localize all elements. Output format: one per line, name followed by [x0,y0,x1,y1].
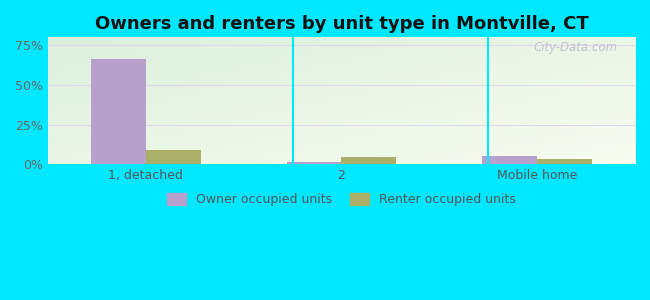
Legend: Owner occupied units, Renter occupied units: Owner occupied units, Renter occupied un… [162,188,521,211]
Bar [341,157,396,164]
Bar [146,150,200,164]
Title: Owners and renters by unit type in Montville, CT: Owners and renters by unit type in Montv… [94,15,588,33]
Bar [482,155,537,164]
Bar [287,162,341,164]
Bar [537,159,592,164]
Bar [91,59,146,164]
Text: City-Data.com: City-Data.com [533,41,618,54]
